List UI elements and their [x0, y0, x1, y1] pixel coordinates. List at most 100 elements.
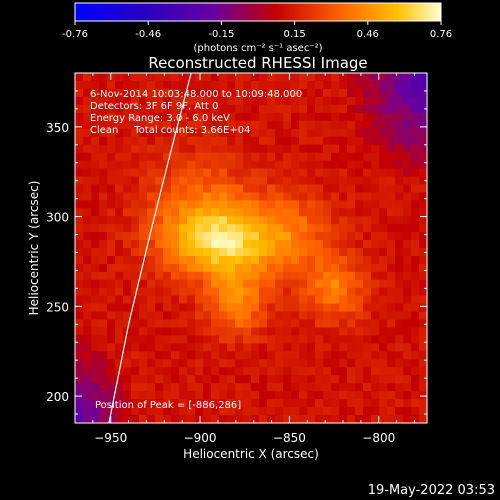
heatmap-cell — [155, 271, 164, 281]
y-tick-label: 350 — [46, 121, 69, 135]
heatmap-cell — [211, 279, 220, 289]
heatmap-cell — [83, 144, 92, 154]
heatmap-cell — [123, 248, 132, 257]
heatmap-cell — [299, 343, 308, 352]
heatmap-cell — [203, 104, 212, 114]
heatmap-cell — [283, 192, 292, 201]
heatmap-cell — [187, 112, 196, 122]
heatmap-cell — [187, 224, 196, 233]
heatmap-cell — [339, 375, 348, 384]
annotation-time: 6-Nov-2014 10:03:48.000 to 10:09:48.000 — [90, 89, 302, 100]
heatmap-cell — [115, 407, 124, 416]
heatmap-cell — [243, 216, 252, 225]
heatmap-cell — [99, 391, 108, 400]
heatmap-cell — [363, 303, 372, 313]
heatmap-cell — [195, 407, 204, 416]
heatmap-cell — [307, 287, 316, 297]
heatmap-cell — [147, 73, 156, 82]
heatmap-cell — [315, 407, 324, 416]
heatmap-cell — [395, 136, 404, 146]
heatmap-cell — [355, 367, 364, 376]
heatmap-cell — [275, 240, 284, 249]
heatmap-cell — [131, 319, 140, 329]
heatmap-cell — [147, 120, 156, 130]
heatmap-cell — [179, 240, 188, 249]
heatmap-cell — [147, 327, 156, 337]
heatmap-cell — [395, 287, 404, 297]
heatmap-cell — [379, 152, 388, 162]
heatmap-cell — [291, 335, 300, 345]
heatmap-cell — [387, 120, 396, 130]
heatmap-cell — [259, 224, 268, 233]
heatmap-cell — [115, 168, 124, 177]
heatmap-cell — [91, 271, 100, 281]
heatmap-cell — [371, 96, 380, 106]
heatmap-cell — [411, 80, 420, 90]
heatmap-cell — [379, 160, 388, 170]
heatmap-cell — [195, 88, 204, 98]
heatmap-cell — [419, 80, 428, 90]
heatmap-cell — [291, 255, 300, 265]
heatmap-cell — [363, 391, 372, 400]
heatmap-cell — [211, 303, 220, 313]
heatmap-cell — [323, 287, 332, 297]
heatmap-cell — [331, 335, 340, 345]
heatmap-cell — [75, 248, 84, 257]
heatmap-cell — [227, 303, 236, 313]
heatmap-cell — [315, 383, 324, 392]
footer-timestamp: 19-May-2022 03:53 — [368, 483, 495, 498]
heatmap-cell — [235, 399, 244, 408]
heatmap-cell — [75, 176, 84, 185]
heatmap-cell — [195, 343, 204, 352]
heatmap-cell — [275, 96, 284, 106]
heatmap-cell — [187, 200, 196, 209]
heatmap-cell — [139, 152, 148, 162]
heatmap-cell — [355, 104, 364, 114]
heatmap-cell — [283, 391, 292, 400]
heatmap-cell — [387, 144, 396, 154]
heatmap-cell — [99, 327, 108, 337]
heatmap-cell — [179, 216, 188, 225]
heatmap-cell — [155, 152, 164, 162]
heatmap-cell — [259, 271, 268, 281]
heatmap-cell — [395, 120, 404, 130]
heatmap-cell — [243, 343, 252, 352]
heatmap-cell — [227, 192, 236, 201]
heatmap-cell — [411, 415, 420, 424]
heatmap-cell — [203, 120, 212, 130]
heatmap-cell — [99, 168, 108, 177]
heatmap-cell — [267, 73, 276, 82]
heatmap-cell — [187, 351, 196, 360]
heatmap-cell — [83, 104, 92, 114]
heatmap-cell — [363, 192, 372, 201]
y-tick-label: 200 — [46, 390, 69, 404]
heatmap-cell — [283, 359, 292, 368]
heatmap-cell — [251, 96, 260, 106]
heatmap-cell — [371, 295, 380, 305]
heatmap-cell — [403, 327, 412, 337]
heatmap-cell — [371, 144, 380, 154]
heatmap-cell — [307, 383, 316, 392]
heatmap-cell — [131, 192, 140, 201]
heatmap-cell — [243, 112, 252, 122]
heatmap-cell — [291, 263, 300, 273]
heatmap-cell — [179, 192, 188, 201]
heatmap-cell — [211, 319, 220, 329]
heatmap-cell — [147, 295, 156, 305]
heatmap-cell — [323, 160, 332, 170]
heatmap-cell — [147, 80, 156, 90]
heatmap-cell — [307, 136, 316, 146]
heatmap-cell — [411, 200, 420, 209]
heatmap-cell — [123, 192, 132, 201]
heatmap-cell — [131, 144, 140, 154]
heatmap-cell — [107, 415, 116, 424]
heatmap-cell — [347, 232, 356, 241]
heatmap-cell — [403, 200, 412, 209]
heatmap-cell — [227, 128, 236, 138]
heatmap-cell — [163, 351, 172, 360]
heatmap-cell — [235, 303, 244, 313]
heatmap-cell — [163, 343, 172, 352]
heatmap-cell — [379, 359, 388, 368]
heatmap-cell — [363, 335, 372, 345]
heatmap-cell — [147, 335, 156, 345]
